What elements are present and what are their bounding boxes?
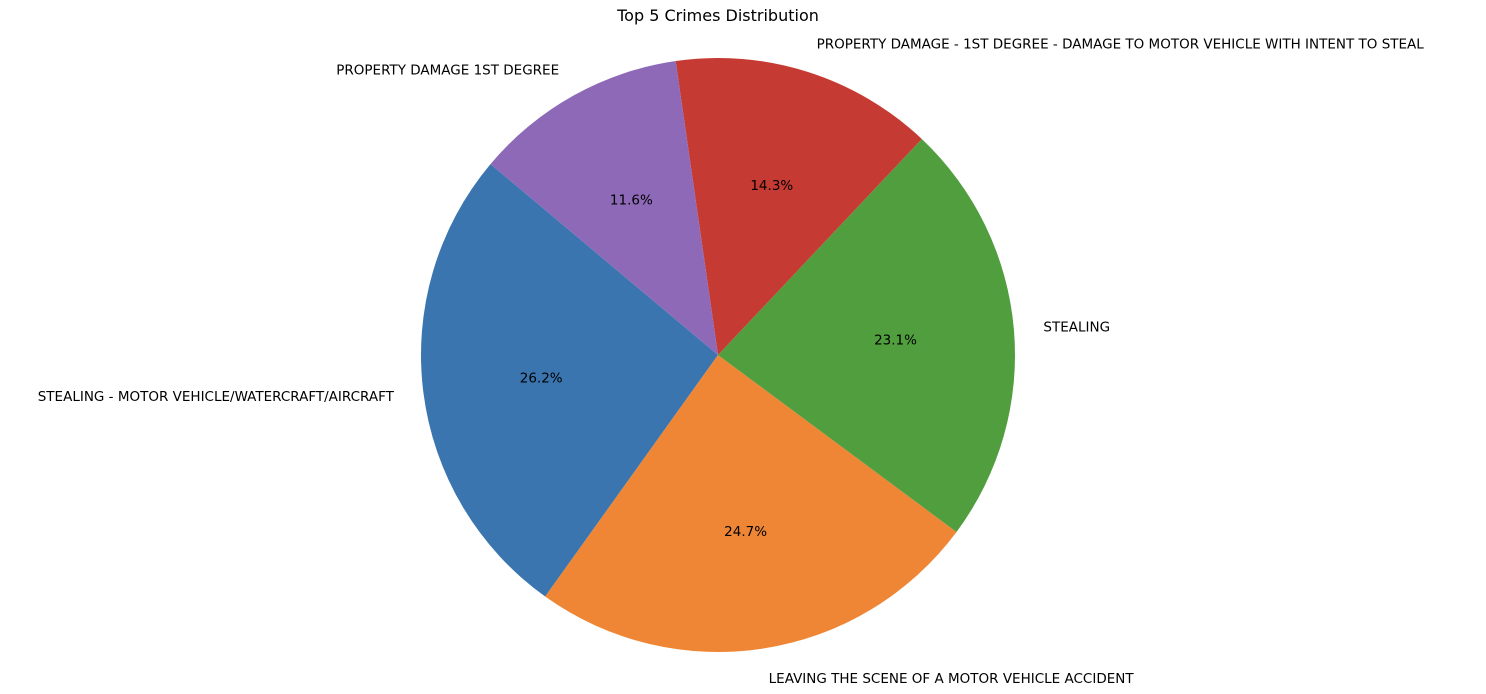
pie-slice-stealing-motor-vehicle-watercraft-aircraft	[420, 164, 718, 597]
pie-slice-stealing	[718, 138, 1015, 532]
pie-slice-leaving-the-scene-of-a-motor-vehicle-accident	[545, 355, 957, 652]
percent-labels: 26.2% 24.7% 23.1% 14.3% 11.6%	[520, 178, 917, 540]
percent-label-leaving-the-scene-of-a-motor-vehicle-accident: 24.7%	[724, 524, 767, 540]
pie-slice-property-damage-1st-degree-damage-to-motor-vehicle-with-intent-to-steal	[675, 58, 922, 356]
pie-slices	[420, 58, 1015, 652]
percent-label-property-damage-1st-degree: 11.6%	[610, 192, 653, 208]
percent-label-property-damage-1st-degree-damage-to-motor-vehicle-with-intent-to-steal: 14.3%	[750, 178, 793, 194]
category-label-property-damage-1st-degree-damage-to-motor-vehicle-with-intent-to-steal: PROPERTY DAMAGE - 1ST DEGREE - DAMAGE TO…	[817, 37, 1425, 53]
category-label-leaving-the-scene-of-a-motor-vehicle-accident: LEAVING THE SCENE OF A MOTOR VEHICLE ACC…	[769, 671, 1135, 687]
category-label-stealing-motor-vehicle-watercraft-aircraft: STEALING - MOTOR VEHICLE/WATERCRAFT/AIRC…	[38, 389, 395, 405]
percent-label-stealing: 23.1%	[874, 332, 917, 348]
category-label-stealing: STEALING	[1043, 319, 1110, 335]
category-labels: STEALING - MOTOR VEHICLE/WATERCRAFT/AIRC…	[38, 37, 1425, 687]
percent-label-stealing-motor-vehicle-watercraft-aircraft: 26.2%	[520, 370, 563, 386]
chart-title: Top 5 Crimes Distribution	[616, 6, 819, 25]
pie-slice-property-damage-1st-degree	[490, 61, 718, 355]
category-label-property-damage-1st-degree: PROPERTY DAMAGE 1ST DEGREE	[336, 63, 559, 79]
